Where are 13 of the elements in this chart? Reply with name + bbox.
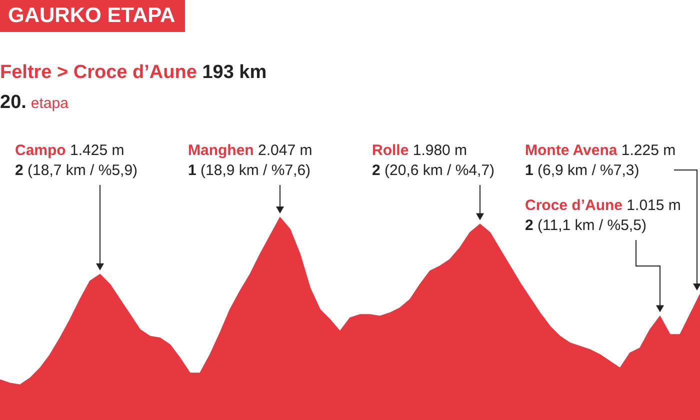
text: Campo 1.425 m (15, 142, 124, 159)
text: 2 (20,6 km / %4,7) (372, 162, 495, 179)
text: Manghen 2.047 m (188, 142, 312, 159)
text: 1 (6,9 km / %7,3) (525, 162, 640, 179)
chart-subtitle: Feltre > Croce d’Aune 193 km (0, 62, 267, 84)
text: Croce d’Aune 1.015 m (525, 197, 681, 214)
annotation: 2 (11,1 km / %5,5) (525, 217, 646, 234)
text: 1 (18,9 km / %7,6) (188, 162, 311, 179)
text: Rolle 1.980 m (372, 142, 468, 159)
text: 20. etapa (0, 92, 68, 113)
text: Monte Avena 1.225 m (525, 142, 676, 159)
chart-title: GAURKO ETAPA (0, 0, 186, 32)
text: 2 (18,7 km / %5,9) (15, 162, 138, 179)
